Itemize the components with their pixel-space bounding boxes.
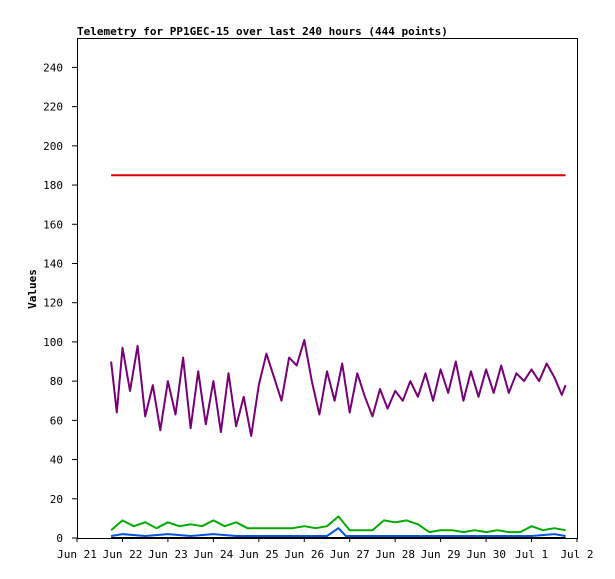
x-tick-label: Jul 2 <box>560 548 593 561</box>
x-axis: Jun 21 Jun 22 Jun 23 Jun 24 Jun 25 Jun 26 Jun … <box>57 538 594 561</box>
x-tick-label: Jun 30 <box>466 548 506 561</box>
x-tick-label: Jun 22 <box>103 548 143 561</box>
y-axis-label: Values <box>26 269 39 309</box>
series-line-3 <box>110 515 566 534</box>
y-tick-label: 220 <box>43 101 63 114</box>
y-tick-label: 240 <box>43 61 63 74</box>
x-tick-label: Jun 26 <box>284 548 324 561</box>
plot-frame <box>77 38 578 539</box>
chart-title: Telemetry for PP1GEC-15 over last 240 ho… <box>77 25 448 38</box>
y-tick-label: 120 <box>43 297 63 310</box>
y-tick-label: 60 <box>50 414 63 427</box>
y-tick-label: 40 <box>50 454 63 467</box>
y-tick-label: 160 <box>43 218 63 231</box>
y-axis: 0 20 40 60 80 100 120 140 160 180 200 220 240 <box>43 61 77 545</box>
y-tick-label: 180 <box>43 179 63 192</box>
x-tick-label: Jun 27 <box>330 548 370 561</box>
x-tick-label: Jun 21 <box>57 548 97 561</box>
y-tick-label: 200 <box>43 140 63 153</box>
x-tick-label: Jun 25 <box>239 548 279 561</box>
x-tick-label: Jun 29 <box>421 548 461 561</box>
series-layer <box>110 174 567 539</box>
x-tick-label: Jun 23 <box>148 548 188 561</box>
series-line-2 <box>110 339 567 437</box>
x-tick-label: Jul 1 <box>515 548 548 561</box>
y-tick-label: 80 <box>50 375 63 388</box>
y-tick-label: 20 <box>50 493 63 506</box>
y-tick-label: 0 <box>56 532 63 545</box>
y-tick-label: 100 <box>43 336 63 349</box>
x-tick-label: Jun 28 <box>375 548 415 561</box>
x-tick-label: Jun 24 <box>193 548 233 561</box>
y-tick-label: 140 <box>43 257 63 270</box>
series-line-4 <box>110 527 566 537</box>
